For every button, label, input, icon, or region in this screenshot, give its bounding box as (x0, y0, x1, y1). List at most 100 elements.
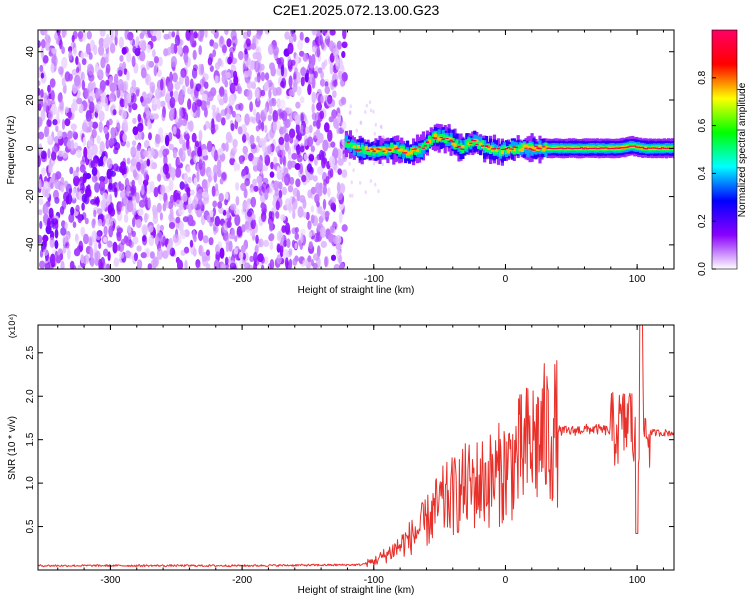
spectrogram-cell (658, 148, 663, 150)
spectrogram-cell (209, 211, 214, 218)
spectrogram-cell (380, 146, 384, 154)
spectrogram-cell (272, 45, 279, 56)
spectrogram-cell (148, 225, 154, 233)
spectrogram-cell (45, 105, 50, 114)
spectrogram-cell (201, 93, 208, 102)
spectrogram-cell (365, 103, 368, 108)
spectrogram-cell (230, 229, 235, 240)
spectrogram-cell (160, 78, 164, 91)
spectrogram-cell (404, 149, 408, 153)
snr-ticks: -300 -200 -100 0 100 0.5 1.0 1.5 2.0 2.5 (25, 325, 674, 586)
spectrogram-cell (518, 145, 522, 151)
spectrogram-cell (396, 147, 400, 154)
spectrogram-cell (137, 259, 143, 269)
spectrogram-cell (67, 138, 71, 150)
spectrogram-cell (633, 145, 637, 147)
spectrogram-cell (231, 110, 236, 118)
spectrogram-cell (455, 146, 459, 148)
spectrogram-cell (196, 170, 200, 183)
spectrogram-cell (203, 81, 209, 89)
spectrogram-cell (439, 136, 443, 140)
spectrogram-cell (225, 142, 229, 152)
spectrogram-cell (74, 74, 81, 87)
spectrogram-cell (66, 248, 71, 260)
spectrogram-cell (314, 193, 320, 204)
spectrogram-cell (625, 145, 629, 149)
spectrogram-cell (147, 263, 152, 269)
spectrogram-cell (80, 182, 85, 195)
spectrogram-cell (172, 233, 179, 243)
spectrogram-cell (270, 161, 274, 170)
spectrogram-cell (243, 43, 248, 50)
spectrogram-cell (335, 243, 342, 251)
spectrogram-cell (113, 257, 120, 268)
spectrogram-cell (94, 197, 100, 205)
spectrogram-cell (77, 264, 81, 269)
spectrogram-cell (500, 146, 504, 151)
spectrogram-cell (132, 169, 138, 179)
spectrogram-cell (233, 75, 239, 86)
spectrogram-cell (125, 250, 131, 259)
spectrogram-cell (356, 149, 360, 152)
spectrogram-cell (70, 123, 77, 131)
spectrogram-cell (609, 147, 613, 150)
spectrogram-cell (504, 146, 508, 149)
spectrogram-cell (332, 147, 339, 159)
spectrogram-cell (282, 165, 286, 176)
spectrogram-cell (241, 224, 246, 233)
spectrogram-cell (50, 253, 56, 265)
spectrogram-cell (611, 146, 615, 150)
spectrogram-cell (42, 234, 49, 243)
spectrogram-cell (187, 214, 194, 227)
spectrogram-cell (272, 110, 279, 122)
spectrogram-cell (461, 148, 465, 150)
spectrogram-cell (341, 41, 348, 49)
spectrogram-cell (284, 174, 291, 186)
spectrogram-cell (89, 246, 93, 259)
spectrogram-cell (220, 263, 226, 269)
spectrogram-cell (133, 252, 138, 262)
spectrogram-cell (145, 73, 149, 84)
spectrogram-cell (260, 71, 265, 82)
spectrogram-cell (143, 150, 149, 158)
spectrogram-cell (506, 147, 510, 148)
spectrogram-cell (40, 88, 44, 98)
spectrogram-cell (241, 168, 246, 177)
spectrogram-cell (49, 237, 55, 248)
spectrogram-cell (331, 99, 335, 108)
spectrogram-cell (528, 148, 532, 150)
spectrogram-cell (536, 147, 540, 151)
spectrogram-cell (459, 142, 463, 151)
x-tick-label: -300 (100, 575, 120, 586)
spectrogram-cell (268, 43, 274, 56)
spectrogram-cell (329, 30, 336, 36)
spectrogram-cell (294, 163, 301, 170)
spectrogram-cell (510, 148, 514, 150)
spectrogram-cell (317, 30, 323, 36)
spectrogram-cell (168, 213, 174, 222)
spectrogram-cell (530, 149, 534, 151)
spectrogram-cell (245, 133, 250, 142)
spectrogram-cell (96, 135, 101, 145)
spectrogram-cell (516, 145, 520, 154)
spectrogram-cell (169, 247, 176, 257)
spectrogram-cell (316, 205, 321, 214)
spectrogram-cell (364, 110, 367, 114)
spectrogram-cell (69, 166, 74, 175)
spectrogram-cell (264, 189, 269, 201)
spectrogram-cell (169, 71, 173, 84)
spectrogram-cell (532, 149, 536, 151)
spectrogram-cell (87, 184, 91, 192)
spectrogram-cell (631, 145, 635, 147)
spectrogram-cell (104, 214, 111, 221)
spectrogram-cell (103, 156, 107, 164)
spectrogram-cell (396, 147, 400, 149)
spectrogram-cell (39, 260, 46, 269)
spectrogram-cell (276, 171, 283, 180)
spectrogram-cell (119, 89, 126, 98)
spectrogram-cell (90, 256, 95, 268)
spectrogram-cell (224, 191, 229, 201)
spectrogram-cell (149, 81, 156, 92)
spectrogram-cell (378, 147, 382, 151)
